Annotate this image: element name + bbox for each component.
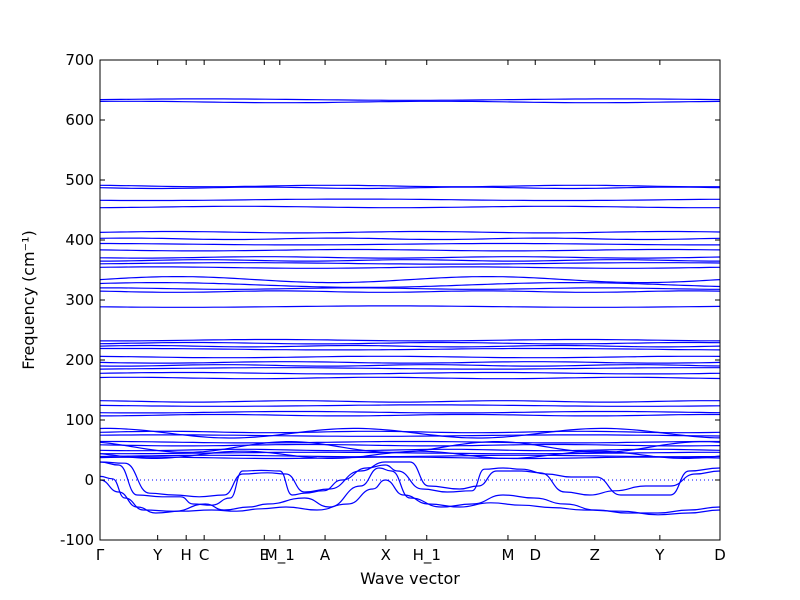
acoustic-band-line <box>99 467 721 514</box>
band-line <box>99 100 721 104</box>
band-line <box>99 427 721 439</box>
x-tick-label: M_1 <box>265 546 295 565</box>
x-tick-label: E <box>260 546 269 564</box>
x-tick-label: M <box>501 546 514 564</box>
y-tick-label: 200 <box>65 351 94 369</box>
band-line <box>100 287 720 290</box>
band-line <box>99 434 721 437</box>
x-tick-label: H_1 <box>413 546 441 565</box>
x-tick-label: Z <box>590 546 600 564</box>
band-line <box>99 367 720 370</box>
y-tick-label: 400 <box>65 231 94 249</box>
band-line <box>99 248 721 252</box>
band-line <box>99 266 721 269</box>
band-line <box>100 413 720 417</box>
band-line <box>99 376 721 380</box>
y-tick-label: 0 <box>84 471 94 489</box>
band-line <box>99 256 721 259</box>
band-line <box>99 364 721 367</box>
band-line <box>100 338 721 342</box>
x-tick-label: D <box>714 546 726 564</box>
x-tick-label: C <box>199 546 209 564</box>
band-line <box>100 451 720 455</box>
band-line <box>99 290 721 293</box>
band-line <box>99 262 721 265</box>
band-line <box>99 184 720 188</box>
x-axis-ticks: Γ Y H C EM_1 A X H_1 M D Z Y D <box>96 60 726 565</box>
band-line <box>99 410 721 414</box>
x-tick-label: Y <box>654 546 665 564</box>
band-line <box>100 259 720 262</box>
band-line <box>99 205 720 209</box>
band-line <box>99 282 721 288</box>
x-tick-label: Y <box>152 546 163 564</box>
y-tick-label: 100 <box>65 411 94 429</box>
x-tick-label: A <box>320 546 331 564</box>
band-line <box>99 305 721 308</box>
band-line <box>99 198 720 202</box>
y-tick-label: -100 <box>60 531 94 549</box>
band-line <box>99 448 721 452</box>
band-line <box>99 344 721 348</box>
band-line <box>99 371 721 375</box>
x-tick-label: H <box>181 546 192 564</box>
band-line <box>99 400 720 403</box>
band-line <box>99 456 721 460</box>
y-tick-label: 700 <box>65 51 94 69</box>
band-line <box>99 443 721 447</box>
y-tick-label: 300 <box>65 291 94 309</box>
band-lines <box>99 98 721 516</box>
band-line <box>99 404 721 407</box>
y-axis-title: Frequency (cm⁻¹) <box>19 230 38 369</box>
y-tick-label: 600 <box>65 111 94 129</box>
acoustic-band-line <box>99 461 721 498</box>
acoustic-band-line <box>99 479 721 516</box>
band-line <box>99 430 721 434</box>
band-line <box>99 237 721 241</box>
band-line <box>100 440 720 444</box>
band-line <box>99 341 721 345</box>
band-line <box>99 361 721 364</box>
x-tick-label: Γ <box>96 546 105 564</box>
x-tick-label: X <box>381 546 391 564</box>
band-line <box>99 186 721 190</box>
plot-frame <box>99 59 721 541</box>
band-line <box>99 230 721 234</box>
band-line <box>99 441 721 453</box>
x-tick-label: D <box>529 546 541 564</box>
band-line <box>99 450 721 460</box>
acoustic-band-line <box>99 461 721 506</box>
band-line <box>99 98 721 101</box>
y-tick-label: 500 <box>65 171 94 189</box>
band-line <box>99 276 721 284</box>
band-line <box>99 355 721 359</box>
band-line <box>100 242 720 246</box>
y-axis-ticks: -100 0 100 200 300 400 500 600 700 <box>60 51 720 549</box>
band-line <box>100 347 721 351</box>
x-axis-title: Wave vector <box>360 569 460 588</box>
